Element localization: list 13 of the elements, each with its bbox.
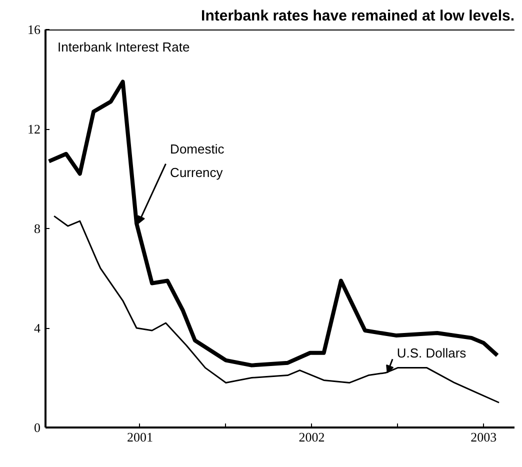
y-tick-label: 16: [28, 22, 41, 37]
annotation: Interbank Interest Rate: [58, 40, 190, 54]
x-tick-label: 2003: [470, 430, 497, 444]
x-tick-label: 2001: [126, 430, 153, 444]
chart-title: Interbank rates have remained at low levels.: [201, 8, 515, 24]
y-tick-label: 0: [34, 420, 40, 435]
y-tick-label: 8: [34, 221, 40, 236]
text: Domestic Currency: [170, 141, 225, 180]
y-tick-label: 4: [34, 320, 41, 336]
line-series: [53, 215, 500, 404]
series-label: U.S. Dollars: [396, 345, 467, 360]
x-tick-label: 2002: [298, 430, 325, 444]
y-tick-label: 12: [28, 122, 40, 136]
